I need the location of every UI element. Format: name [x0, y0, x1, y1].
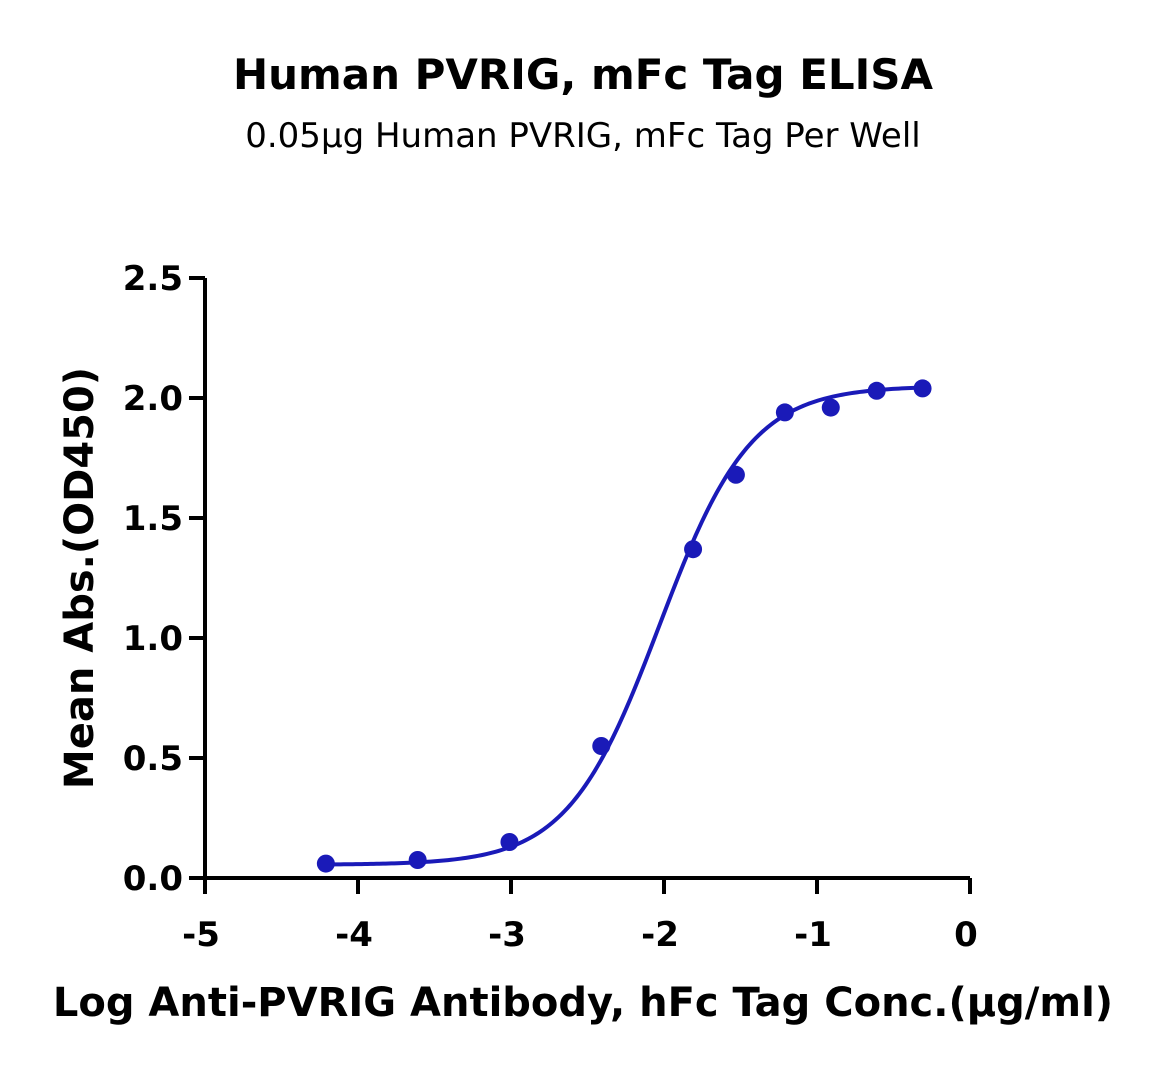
- chart-title: Human PVRIG, mFc Tag ELISA: [232, 50, 934, 99]
- chart-subtitle: 0.05µg Human PVRIG, mFc Tag Per Well: [245, 116, 921, 156]
- data-point: [408, 851, 427, 869]
- data-point: [913, 379, 932, 398]
- y-tick-label: 2.0: [123, 379, 183, 419]
- x-axis-label: Log Anti-PVRIG Antibody, hFc Tag Conc.(µ…: [52, 980, 1114, 1026]
- y-tick-label: 0.0: [123, 859, 183, 899]
- fit-curve: [325, 385, 923, 867]
- x-tick-label: -3: [488, 915, 526, 955]
- y-tick-label: 2.5: [123, 259, 183, 299]
- x-tick-label: -1: [794, 915, 832, 955]
- data-point: [684, 540, 703, 559]
- x-tick-label: 0: [954, 915, 978, 955]
- y-tick-label: 1.0: [123, 619, 183, 659]
- data-point: [775, 403, 794, 422]
- y-tick-label: 0.5: [123, 739, 183, 779]
- data-point: [500, 833, 519, 851]
- x-tick-label: -5: [182, 915, 220, 955]
- x-tick-label: -2: [641, 915, 679, 955]
- data-point: [592, 737, 611, 755]
- y-tick-label: 1.5: [123, 499, 183, 539]
- data-point: [821, 398, 840, 417]
- series-layer: [316, 379, 932, 873]
- axes: 0.0 0.5 1.0 1.5 2.0 2.5 -5 -4 -3 -2 -1 0: [123, 259, 978, 955]
- data-point: [726, 465, 745, 484]
- x-tick-label: -4: [335, 915, 373, 955]
- data-point: [867, 381, 886, 400]
- data-point: [316, 854, 335, 873]
